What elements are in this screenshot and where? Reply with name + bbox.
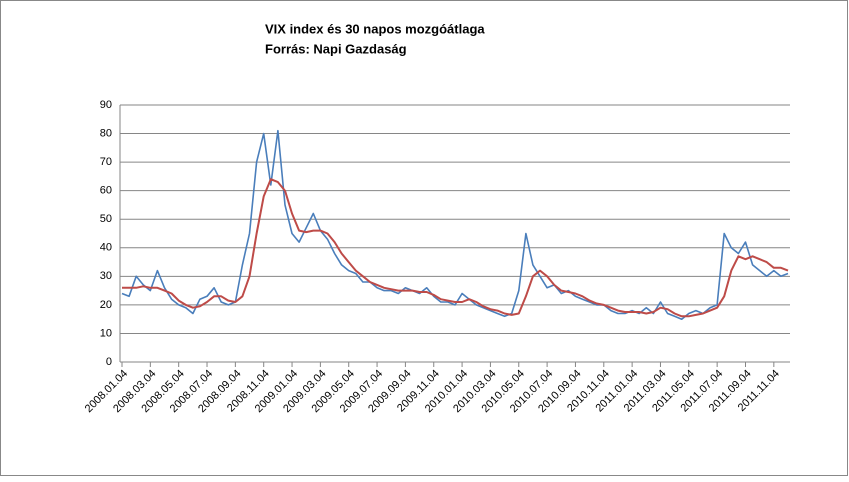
series-line [121,129,789,320]
y-tick-label: 80 [100,127,112,139]
y-tick-label: 10 [100,327,112,339]
chart-subtitle: Forrás: Napi Gazdaság [265,41,407,56]
y-tick-label: 0 [106,356,112,368]
series-line [122,178,789,318]
y-tick-label: 30 [100,270,112,282]
y-tick-label: 70 [100,156,112,168]
y-tick-label: 50 [100,213,112,225]
y-tick-label: 40 [100,242,112,254]
chart-title: VIX index és 30 napos mozgóátlaga [265,21,485,36]
y-tick-label: 60 [100,185,112,197]
y-tick-label: 90 [100,99,112,111]
y-tick-label: 20 [100,299,112,311]
